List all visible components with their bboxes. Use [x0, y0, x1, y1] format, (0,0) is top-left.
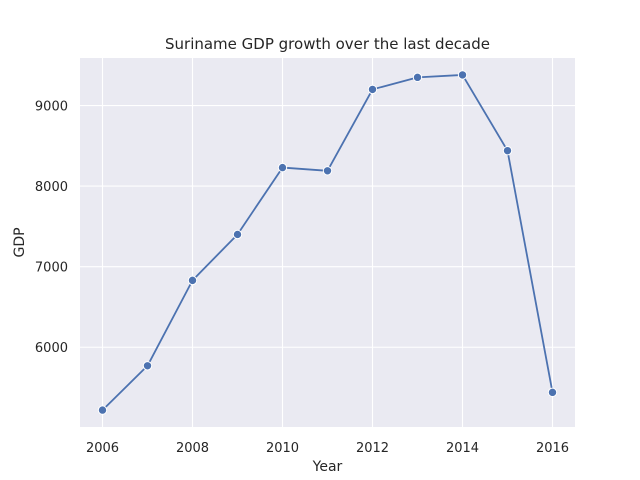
data-point: [277, 162, 288, 173]
data-point: [547, 387, 558, 398]
y-tick-label: 9000: [35, 100, 68, 115]
plot-background: [80, 58, 575, 427]
x-tick-label: 2008: [176, 441, 209, 456]
tick-labels: 2006 2008 2010 2012 2014 2016 6000 7000 8000 9000: [35, 100, 569, 456]
x-tick-label: 2010: [266, 441, 299, 456]
data-point: [322, 166, 333, 176]
data-point: [412, 72, 423, 83]
y-tick-label: 7000: [35, 261, 68, 276]
y-axis-label: GDP: [12, 227, 28, 257]
x-tick-label: 2014: [446, 441, 479, 456]
chart-title: Suriname GDP growth over the last decade: [165, 35, 490, 53]
x-tick-label: 2006: [86, 441, 119, 456]
data-point: [457, 70, 468, 80]
y-tick-label: 6000: [35, 341, 68, 356]
data-point: [187, 275, 198, 286]
x-axis-label: Year: [312, 459, 343, 475]
x-tick-label: 2016: [536, 441, 569, 456]
data-point: [367, 84, 378, 95]
data-point: [502, 145, 513, 156]
x-tick-label: 2012: [356, 441, 389, 456]
y-tick-label: 8000: [35, 180, 68, 195]
data-point: [142, 361, 153, 371]
data-point: [232, 229, 243, 240]
gridlines: [80, 58, 575, 427]
series-group: [97, 70, 558, 415]
data-point: [97, 405, 108, 415]
